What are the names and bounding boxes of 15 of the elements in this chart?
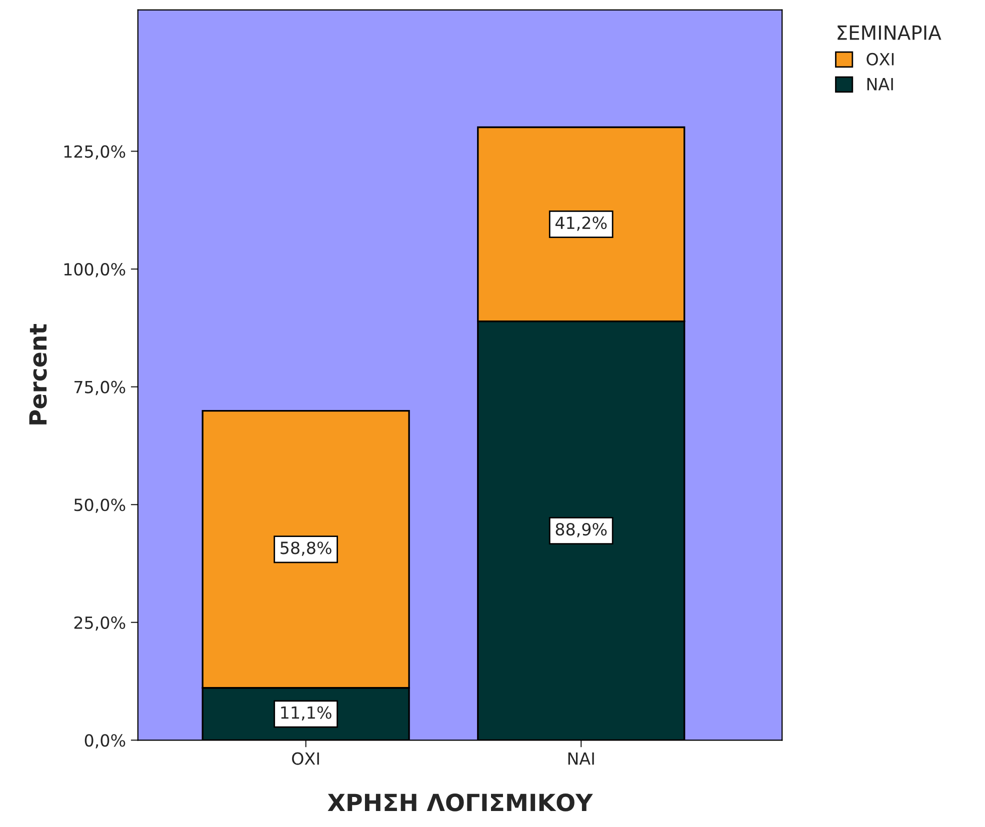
y-tick-label: 0,0% [84, 734, 126, 748]
x-axis-title: ΧΡΗΣΗ ΛΟΓΙΣΜΙΚΟΥ [328, 794, 593, 812]
y-tick-label: 125,0% [64, 145, 126, 160]
y-tick-label: 75,0% [74, 380, 126, 396]
data-label: 88,9% [556, 522, 607, 538]
data-label: 58,8% [280, 542, 332, 556]
y-tick-label: 50,0% [74, 498, 126, 513]
y-tick-label: 100,0% [64, 263, 126, 278]
y-axis-title: Percent [29, 324, 47, 424]
legend-title: ΣΕΜΙΝΑΡΙΑ [838, 26, 942, 40]
legend-label: ΟΧΙ [866, 52, 894, 66]
data-label: 11,1% [281, 706, 332, 721]
legend-label: ΝΑΙ [867, 78, 893, 90]
data-label: 41,2% [555, 216, 607, 231]
y-tick-label: 25,0% [74, 616, 126, 631]
